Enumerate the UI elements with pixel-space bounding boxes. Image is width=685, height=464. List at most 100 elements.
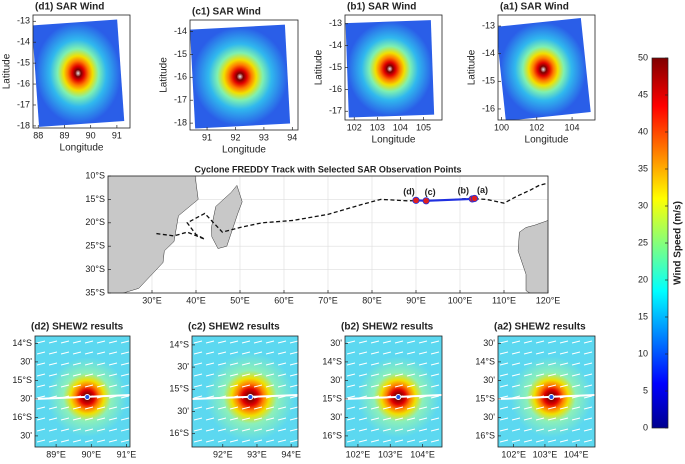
wind-vector bbox=[72, 417, 82, 421]
wind-vector bbox=[523, 417, 533, 421]
shew-image bbox=[192, 336, 298, 447]
y-tick-label: 14°S bbox=[12, 338, 32, 348]
wind-vector bbox=[241, 439, 251, 443]
wind-vector bbox=[370, 373, 380, 377]
y-tick-label: 30' bbox=[483, 412, 495, 422]
wind-vector bbox=[72, 384, 82, 388]
wind-vector bbox=[382, 428, 392, 432]
y-tick-label: 15°S bbox=[12, 375, 32, 385]
wind-vector bbox=[382, 351, 392, 355]
wind-vector bbox=[217, 417, 227, 421]
wind-vector bbox=[499, 439, 509, 443]
wind-vector bbox=[60, 417, 70, 421]
wind-vector bbox=[193, 373, 203, 377]
wind-vector bbox=[60, 340, 70, 344]
wind-vector bbox=[394, 439, 404, 443]
wind-vector bbox=[406, 439, 416, 443]
wind-vector bbox=[358, 417, 368, 421]
wind-vector bbox=[394, 428, 404, 432]
wind-vector bbox=[217, 362, 227, 366]
wind-vector bbox=[217, 439, 227, 443]
colorbar-tick-label: 30 bbox=[638, 200, 648, 210]
wind-vector bbox=[499, 395, 509, 399]
wind-vector bbox=[523, 362, 533, 366]
wind-vector bbox=[205, 362, 215, 366]
wind-vector bbox=[277, 406, 287, 410]
y-tick-label: -15 bbox=[17, 58, 30, 68]
wind-vector bbox=[205, 406, 215, 410]
wind-vector bbox=[72, 406, 82, 410]
y-tick-label: 20°S bbox=[85, 217, 105, 227]
wind-vector bbox=[229, 362, 239, 366]
wind-vector bbox=[394, 373, 404, 377]
wind-vector bbox=[241, 373, 251, 377]
wind-vector bbox=[382, 439, 392, 443]
wind-vector bbox=[36, 428, 46, 432]
wind-vector bbox=[511, 439, 521, 443]
wind-vector bbox=[370, 417, 380, 421]
wind-vector bbox=[265, 439, 275, 443]
wind-vector bbox=[382, 417, 392, 421]
wind-vector bbox=[358, 439, 368, 443]
wind-vector bbox=[253, 351, 263, 355]
y-tick-label: -17 bbox=[174, 95, 187, 105]
wind-vector bbox=[535, 406, 545, 410]
wind-vector bbox=[253, 340, 263, 344]
wind-vector bbox=[535, 428, 545, 432]
wind-vector bbox=[193, 362, 203, 366]
wind-vector bbox=[96, 417, 106, 421]
wind-vector bbox=[394, 340, 404, 344]
point-label: (d) bbox=[403, 187, 415, 197]
wind-vector bbox=[84, 417, 94, 421]
wind-vector bbox=[511, 362, 521, 366]
wind-field bbox=[345, 20, 435, 118]
x-tick-label: 102 bbox=[347, 122, 362, 132]
y-tick-label: 14°S bbox=[322, 356, 342, 366]
wind-vector bbox=[571, 384, 581, 388]
wind-vector bbox=[523, 373, 533, 377]
x-tick-label: 104°E bbox=[410, 449, 435, 459]
y-tick-label: 30' bbox=[483, 338, 495, 348]
wind-vector bbox=[547, 428, 557, 432]
wind-vector bbox=[382, 384, 392, 388]
wind-vector bbox=[358, 406, 368, 410]
wind-vector bbox=[547, 439, 557, 443]
x-tick-label: 91 bbox=[112, 130, 122, 140]
wind-vector bbox=[205, 384, 215, 388]
wind-vector bbox=[583, 362, 593, 366]
wind-vector bbox=[571, 428, 581, 432]
y-tick-label: 14°S bbox=[475, 356, 495, 366]
wind-vector bbox=[277, 384, 287, 388]
wind-vector bbox=[241, 384, 251, 388]
y-tick-label: -14 bbox=[329, 40, 342, 50]
wind-vector bbox=[499, 351, 509, 355]
shew-image bbox=[35, 336, 130, 447]
wind-vector bbox=[346, 362, 356, 366]
point-label: (a) bbox=[477, 185, 488, 195]
x-tick-label: 93 bbox=[259, 132, 269, 142]
x-tick-label: 91°E bbox=[117, 449, 137, 459]
wind-vector bbox=[84, 340, 94, 344]
y-tick-label: -16 bbox=[482, 103, 495, 113]
wind-vector bbox=[394, 406, 404, 410]
y-tick-label: 10°S bbox=[85, 170, 105, 180]
x-axis-label: Longitude bbox=[372, 135, 416, 146]
wind-vector bbox=[253, 428, 263, 432]
y-tick-label: -14 bbox=[482, 48, 495, 58]
panel-title: (a1) SAR Wind bbox=[500, 2, 569, 13]
wind-vector bbox=[499, 384, 509, 388]
wind-vector bbox=[120, 439, 130, 443]
wind-vector bbox=[370, 340, 380, 344]
colorbar-tick-label: 50 bbox=[638, 52, 648, 62]
wind-vector bbox=[217, 428, 227, 432]
y-tick-label: -17 bbox=[17, 99, 30, 109]
wind-vector bbox=[48, 373, 58, 377]
wind-vector bbox=[229, 439, 239, 443]
wind-vector bbox=[193, 406, 203, 410]
colorbar-label: Wind Speed (m/s) bbox=[673, 201, 684, 285]
wind-vector bbox=[394, 351, 404, 355]
wind-vector bbox=[559, 373, 569, 377]
x-tick-label: 110°E bbox=[492, 295, 516, 305]
wind-vector bbox=[583, 340, 593, 344]
wind-vector bbox=[120, 428, 130, 432]
